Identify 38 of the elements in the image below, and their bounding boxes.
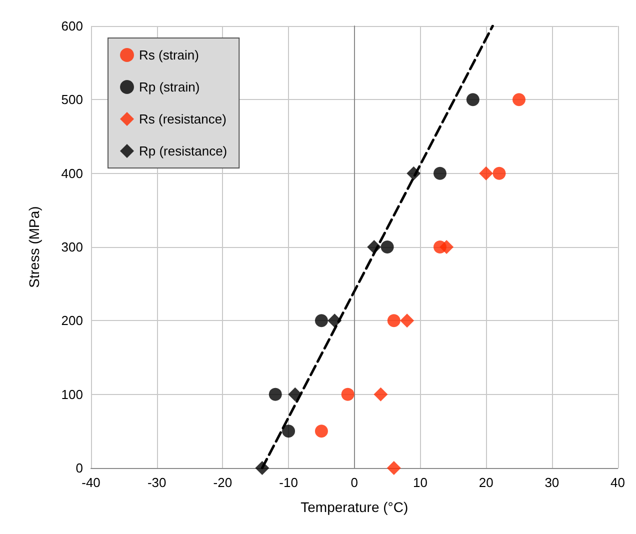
- x-tick-label: -10: [279, 475, 298, 490]
- point: [374, 387, 388, 402]
- y-tick-label: 500: [61, 92, 83, 108]
- legend-label: Rs (resistance): [139, 112, 226, 126]
- y-tick-label: 600: [61, 18, 83, 34]
- legend-label: Rp (resistance): [139, 144, 228, 158]
- point: [440, 240, 454, 254]
- y-axis-title: Stress (MPa): [26, 206, 42, 288]
- point: [400, 314, 414, 328]
- x-axis-title: Temperature (°C): [300, 499, 408, 515]
- x-tick-label: 30: [544, 475, 560, 490]
- y-tick-label: 300: [61, 240, 83, 254]
- point: [268, 388, 282, 401]
- legend-label: Rs (strain): [139, 48, 199, 62]
- point: [512, 93, 526, 106]
- y-tick-label: 400: [61, 166, 83, 181]
- point: [380, 240, 394, 254]
- x-tick-label: -40: [82, 475, 100, 490]
- point: [341, 388, 354, 401]
- point: [386, 461, 401, 475]
- x-tick-label: -30: [147, 475, 166, 490]
- point: [314, 314, 328, 328]
- point: [479, 166, 494, 180]
- point: [466, 93, 480, 106]
- point: [492, 166, 506, 180]
- legend-label: Rp (strain): [139, 80, 200, 94]
- y-tick-label: 100: [61, 386, 83, 402]
- point: [387, 314, 400, 328]
- x-tick-label: 10: [412, 475, 428, 490]
- x-tick-label: 40: [610, 475, 626, 490]
- point: [282, 424, 296, 438]
- x-tick-label: -20: [213, 475, 232, 490]
- y-tick-label: 0: [76, 460, 83, 476]
- x-tick-label: 0: [350, 475, 358, 490]
- x-tick-label: 20: [478, 475, 494, 490]
- point: [314, 424, 328, 438]
- y-tick-label: 200: [61, 313, 83, 328]
- point: [434, 166, 446, 180]
